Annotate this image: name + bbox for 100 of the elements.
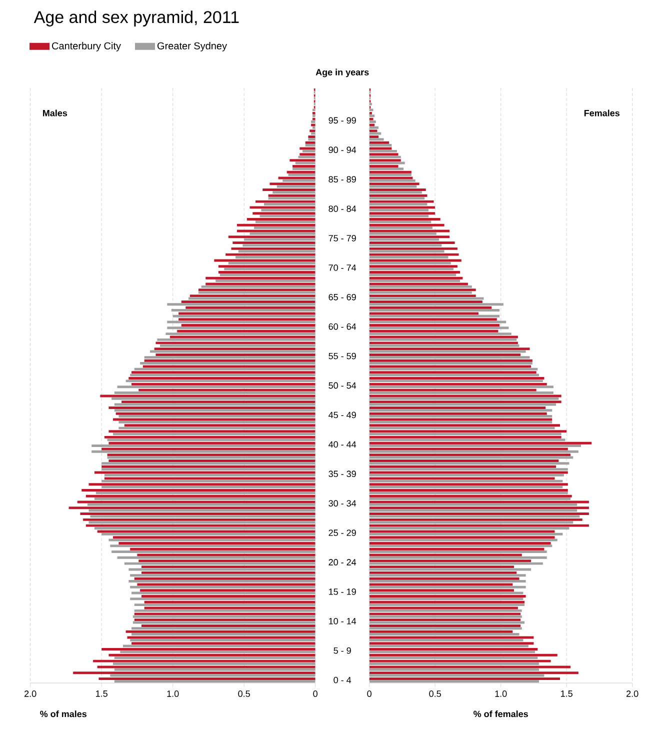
bar [107, 456, 316, 459]
bar [369, 621, 524, 624]
bar [369, 182, 420, 186]
bar [118, 426, 316, 430]
bar [218, 265, 316, 268]
bar [369, 615, 522, 618]
bar [369, 368, 538, 370]
bar [369, 444, 581, 447]
bar [369, 206, 435, 209]
bar [262, 188, 316, 192]
bar [369, 136, 378, 138]
bar [128, 580, 316, 582]
bar [369, 120, 376, 123]
bar [369, 454, 570, 456]
bar [94, 498, 316, 500]
x-tick-label: 0 [367, 690, 372, 697]
bar [255, 220, 316, 224]
bar [137, 554, 316, 556]
bar [369, 486, 562, 488]
y-tick-label: 85 - 89 [328, 176, 356, 183]
bar [130, 548, 316, 550]
bar [254, 226, 316, 230]
bar [369, 162, 405, 164]
bar [369, 280, 460, 282]
bar [369, 606, 518, 610]
x-axis-title: % of females [473, 710, 528, 718]
bar [369, 164, 398, 168]
bar [369, 168, 404, 170]
bar [80, 512, 316, 516]
bar [87, 503, 316, 506]
bar [121, 400, 316, 404]
bar [369, 208, 428, 212]
bar [369, 660, 551, 662]
bar [369, 153, 398, 156]
bar [141, 595, 316, 598]
bar [166, 332, 316, 336]
bar [290, 159, 316, 162]
bar [369, 662, 539, 665]
bar [128, 568, 316, 571]
bar [92, 660, 316, 662]
bar [369, 480, 562, 482]
bar [369, 256, 448, 258]
bar [369, 420, 552, 424]
bar [150, 350, 316, 353]
bar [369, 648, 538, 651]
bar [369, 344, 520, 347]
bar [276, 185, 316, 188]
y-tick-label: 25 - 29 [328, 530, 356, 536]
bar [252, 212, 316, 215]
bar [369, 568, 531, 571]
bar [156, 338, 316, 341]
bar [369, 448, 568, 450]
bar [369, 342, 518, 344]
bar [369, 294, 476, 298]
bar [369, 566, 514, 568]
bar [104, 474, 316, 476]
x-axis-title: % of males [40, 710, 86, 718]
bar [114, 668, 316, 671]
bar [369, 276, 463, 280]
bar [369, 560, 531, 562]
bar [369, 285, 472, 288]
bar [126, 380, 316, 382]
bar [298, 156, 316, 158]
bar [369, 409, 552, 412]
bar [305, 144, 316, 147]
bar [300, 153, 316, 156]
bar [369, 250, 444, 253]
bar [369, 108, 374, 112]
bar [369, 118, 374, 120]
bar [369, 521, 574, 524]
bar [369, 624, 520, 627]
bar [369, 654, 558, 656]
bar [369, 526, 570, 530]
bar [122, 644, 316, 648]
bar [100, 394, 316, 398]
y-tick-label: 10 - 14 [328, 618, 356, 624]
bar [101, 648, 316, 651]
bar [369, 456, 574, 459]
bar [166, 320, 316, 324]
bar [369, 600, 524, 604]
bar [369, 191, 422, 194]
bar [134, 368, 316, 370]
bar [369, 188, 426, 192]
x-tick-label: 1.5 [560, 690, 572, 697]
bar [369, 477, 555, 480]
x-tick-label: 0.5 [429, 690, 441, 697]
bar [111, 397, 316, 400]
bar [369, 595, 526, 598]
chart-title: Age and sex pyramid, 2011 [34, 10, 239, 26]
y-tick-label: 40 - 44 [328, 441, 356, 448]
bar [369, 426, 555, 430]
bar [369, 185, 417, 188]
bar [137, 583, 316, 586]
bar [369, 362, 532, 364]
bar [369, 174, 412, 176]
bar [250, 206, 316, 209]
bar [369, 200, 434, 203]
y-tick-label: 65 - 69 [328, 294, 356, 300]
bar [94, 526, 316, 530]
bar [369, 306, 492, 309]
